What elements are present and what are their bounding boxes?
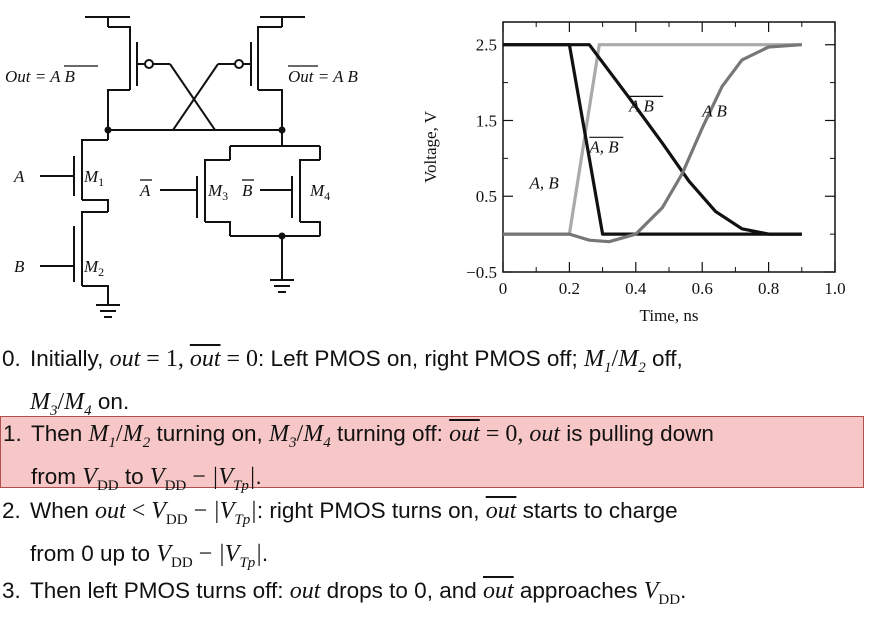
outbar-node-label: Out = A B	[288, 67, 358, 86]
series-line	[503, 43, 802, 244]
input-a-label: A	[13, 167, 25, 186]
curve-annotation: A B	[701, 102, 727, 121]
input-bbar-label: B	[242, 181, 253, 200]
series-line	[503, 43, 802, 236]
curve-annotation: A B	[628, 96, 654, 115]
input-abar-label: A	[139, 181, 151, 200]
y-tick-label: 1.5	[476, 111, 497, 130]
curve-annotation: A, B	[588, 137, 619, 156]
m3-label: M3	[207, 181, 228, 203]
x-tick-label: 0.4	[625, 279, 647, 298]
y-tick-label: −0.5	[466, 263, 497, 282]
x-tick-label: 0.2	[559, 279, 580, 298]
step-3: 3. Then left PMOS turns off: out drops t…	[2, 578, 687, 608]
step-1-highlighted: 1. Then M1/M2 turning on, M3/M4 turning …	[0, 416, 864, 494]
series-line	[503, 43, 802, 236]
out-node-label: Out = A B	[5, 67, 75, 86]
m1-label: M1	[83, 167, 104, 189]
x-tick-label: 0.6	[692, 279, 713, 298]
step-2: 2. When out < VDD − |VTp|: right PMOS tu…	[2, 498, 678, 571]
x-tick-label: 0	[499, 279, 508, 298]
series-line	[503, 43, 802, 236]
m2-label: M2	[83, 257, 104, 279]
x-tick-label: 1.0	[824, 279, 845, 298]
input-b-label: B	[14, 257, 25, 276]
m4-label: M4	[309, 181, 330, 203]
cmos-circuit-diagram: Out = A B Out = A B A B A B M1 M2 M3 M4	[5, 16, 358, 318]
voltage-time-plot: 0 0.2 0.4 0.6 0.8 1.0 −0.5 0.5 1.5 2.5 Time, ns Vol…	[421, 21, 846, 325]
x-tick-label: 0.8	[758, 279, 779, 298]
y-tick-label: 0.5	[476, 187, 497, 206]
y-axis-label: Voltage, V	[421, 110, 440, 183]
curve-annotation: A, B	[529, 174, 560, 193]
step-0: 0. Initially, out = 1, out = 0: Left PMO…	[2, 346, 683, 419]
y-tick-label: 2.5	[476, 36, 497, 55]
x-axis-label: Time, ns	[640, 306, 699, 325]
